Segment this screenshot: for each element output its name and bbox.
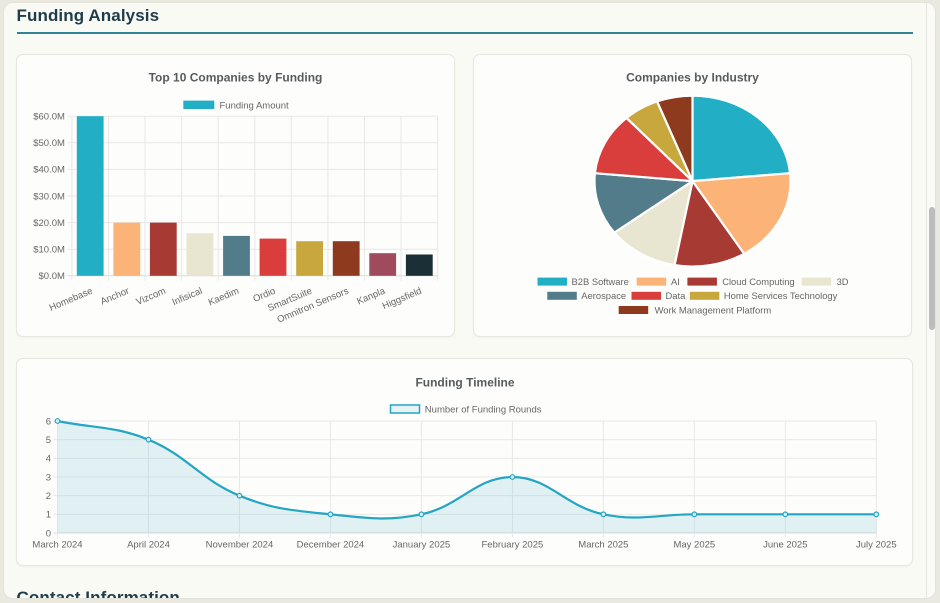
svg-text:$0.0M: $0.0M (38, 271, 64, 282)
svg-text:Anchor: Anchor (99, 286, 131, 308)
svg-text:6: 6 (46, 416, 51, 427)
svg-text:Number of Funding Rounds: Number of Funding Rounds (425, 404, 542, 415)
svg-text:$30.0M: $30.0M (33, 192, 65, 203)
svg-text:Home Services Technology: Home Services Technology (724, 291, 838, 302)
svg-text:0: 0 (46, 528, 51, 539)
svg-text:Companies by Industry: Companies by Industry (627, 71, 760, 85)
svg-text:3D: 3D (837, 276, 849, 287)
svg-text:July 2025: July 2025 (856, 539, 897, 550)
svg-text:$10.0M: $10.0M (33, 245, 65, 256)
svg-text:Funding Timeline: Funding Timeline (415, 375, 514, 389)
svg-text:November 2024: November 2024 (206, 539, 274, 550)
svg-text:Kaedim: Kaedim (207, 286, 241, 309)
svg-text:5: 5 (46, 434, 51, 445)
svg-text:Cloud Computing: Cloud Computing (723, 276, 795, 287)
svg-text:March 2024: March 2024 (32, 539, 82, 550)
svg-text:December 2024: December 2024 (297, 539, 365, 550)
svg-text:Work Management Platform: Work Management Platform (655, 305, 772, 316)
svg-text:Infisical: Infisical (170, 286, 203, 309)
svg-text:$40.0M: $40.0M (33, 165, 65, 176)
svg-text:May 2025: May 2025 (673, 539, 715, 550)
svg-text:June 2025: June 2025 (763, 539, 807, 550)
svg-text:AI: AI (671, 276, 680, 287)
svg-text:January 2025: January 2025 (393, 539, 451, 550)
svg-text:February 2025: February 2025 (481, 539, 543, 550)
svg-text:Vizcom: Vizcom (135, 286, 168, 308)
svg-text:Data: Data (666, 291, 687, 302)
svg-text:Higgsfield: Higgsfield (381, 286, 424, 312)
svg-text:April 2024: April 2024 (127, 539, 170, 550)
svg-text:$20.0M: $20.0M (33, 218, 65, 229)
svg-text:2: 2 (46, 490, 51, 501)
svg-text:March 2025: March 2025 (578, 539, 628, 550)
svg-text:Funding Amount: Funding Amount (219, 101, 289, 112)
svg-text:Homebase: Homebase (48, 286, 95, 314)
svg-text:B2B Software: B2B Software (572, 276, 629, 287)
svg-text:3: 3 (46, 472, 51, 483)
svg-text:Aerospace: Aerospace (582, 291, 627, 302)
svg-text:1: 1 (46, 509, 51, 520)
svg-text:$60.0M: $60.0M (33, 112, 65, 123)
svg-text:4: 4 (46, 453, 51, 464)
svg-text:Top 10 Companies by Funding: Top 10 Companies by Funding (148, 71, 322, 85)
svg-text:$50.0M: $50.0M (33, 138, 65, 149)
